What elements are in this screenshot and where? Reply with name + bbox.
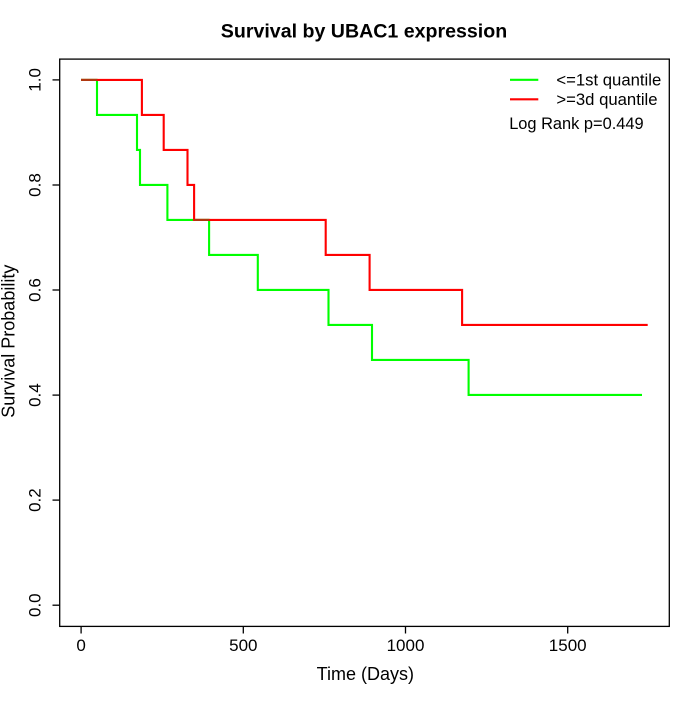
svg-text:0.4: 0.4	[26, 383, 45, 407]
svg-text:Time (Days): Time (Days)	[317, 664, 414, 684]
svg-text:Log Rank p=0.449: Log Rank p=0.449	[509, 115, 643, 133]
svg-text:>=3d quantile: >=3d quantile	[556, 90, 657, 109]
svg-text:Survival by UBAC1 expression: Survival by UBAC1 expression	[221, 21, 507, 43]
svg-text:0.8: 0.8	[26, 173, 45, 197]
svg-text:1500: 1500	[549, 636, 587, 655]
svg-text:Survival Probability: Survival Probability	[0, 265, 19, 418]
svg-text:<=1st quantile: <=1st quantile	[556, 71, 661, 90]
svg-text:500: 500	[229, 636, 257, 655]
svg-text:0.0: 0.0	[26, 593, 45, 617]
svg-text:1.0: 1.0	[26, 68, 45, 92]
svg-text:1000: 1000	[387, 636, 425, 655]
svg-text:0.2: 0.2	[26, 488, 45, 512]
svg-text:0: 0	[76, 636, 85, 655]
svg-text:0.6: 0.6	[26, 278, 45, 302]
